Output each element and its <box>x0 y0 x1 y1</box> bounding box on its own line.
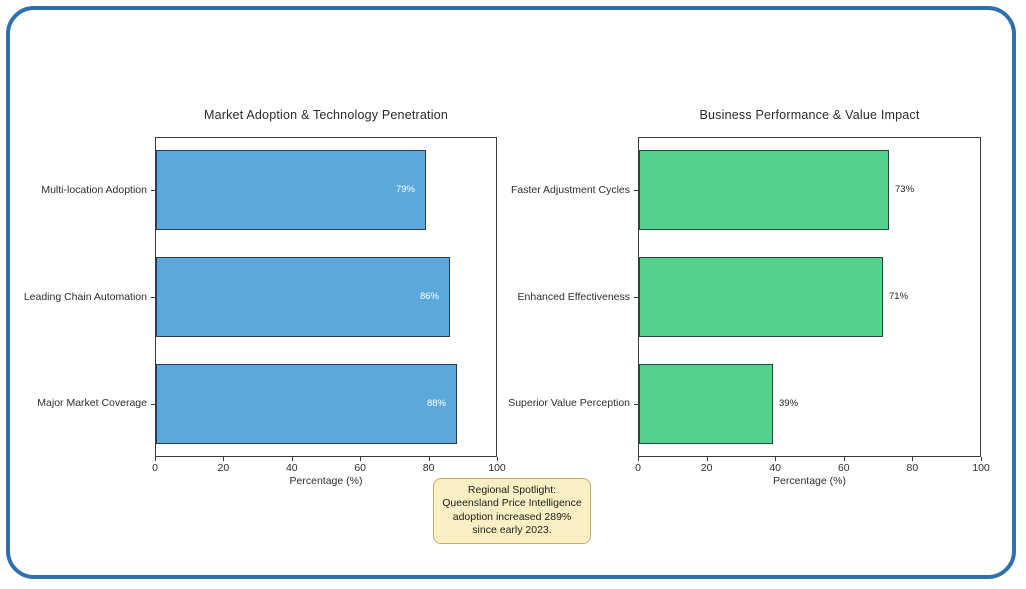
bar <box>639 257 883 337</box>
x-tick-mark <box>428 457 430 461</box>
x-tick-mark <box>638 457 639 461</box>
x-tick-label: 0 <box>152 462 158 474</box>
annotation-line: Queensland Price Intelligence <box>442 497 582 510</box>
x-tick-label: 80 <box>906 462 919 474</box>
x-tick-mark <box>775 457 777 461</box>
bar <box>156 257 450 337</box>
x-tick-label: 0 <box>635 462 641 474</box>
y-tick-mark <box>634 190 638 192</box>
x-tick-label: 20 <box>217 462 230 474</box>
x-tick-label: 100 <box>972 462 990 474</box>
bar-value-label: 88% <box>426 397 446 409</box>
bar <box>639 150 889 231</box>
x-tick-label: 60 <box>354 462 367 474</box>
bar <box>639 363 773 444</box>
y-tick-mark <box>634 403 638 405</box>
x-tick-mark <box>912 457 914 461</box>
bar-value-label: 73% <box>895 184 915 196</box>
bar-value-label: 71% <box>889 291 909 302</box>
chart-title: Market Adoption & Technology Penetration <box>203 108 449 122</box>
y-tick-mark <box>151 297 155 298</box>
annotation-line: since early 2023. <box>472 524 552 537</box>
x-tick-mark <box>291 457 293 461</box>
x-tick-mark <box>223 457 225 461</box>
x-tick-label: 100 <box>488 462 506 474</box>
x-tick-label: 20 <box>700 462 713 474</box>
x-tick-mark <box>706 457 708 461</box>
x-tick-label: 80 <box>422 462 435 474</box>
y-tick-mark <box>151 190 155 192</box>
category-label: Superior Value Perception <box>508 397 630 410</box>
x-axis-label: Percentage (%) <box>773 475 846 487</box>
x-tick-mark <box>981 457 982 461</box>
annotation-line: Regional Spotlight: <box>467 484 557 496</box>
x-tick-label: 60 <box>837 462 850 474</box>
annotation-box: Regional Spotlight: Queensland Price Inte… <box>433 478 591 544</box>
x-tick-mark <box>843 457 845 461</box>
bar <box>156 363 457 444</box>
bar-value-label: 86% <box>419 291 439 302</box>
bar <box>156 150 426 231</box>
x-tick-mark <box>155 457 156 461</box>
annotation-line: adoption increased 289% <box>452 510 572 523</box>
chart-title: Business Performance & Value Impact <box>699 108 920 122</box>
x-tick-mark <box>360 457 362 461</box>
bar-value-label: 79% <box>395 184 415 196</box>
category-label: Major Market Coverage <box>37 397 147 410</box>
x-tick-mark <box>497 457 498 461</box>
x-tick-label: 40 <box>285 462 298 474</box>
y-tick-mark <box>634 297 638 298</box>
x-axis-label: Percentage (%) <box>289 475 363 487</box>
x-tick-label: 40 <box>769 462 782 474</box>
bar-value-label: 39% <box>779 397 799 409</box>
category-label: Enhanced Effectiveness <box>517 290 630 303</box>
category-label: Faster Adjustment Cycles <box>510 183 630 196</box>
category-label: Leading Chain Automation <box>23 290 147 303</box>
category-label: Multi-location Adoption <box>41 183 147 196</box>
y-tick-mark <box>151 403 155 405</box>
